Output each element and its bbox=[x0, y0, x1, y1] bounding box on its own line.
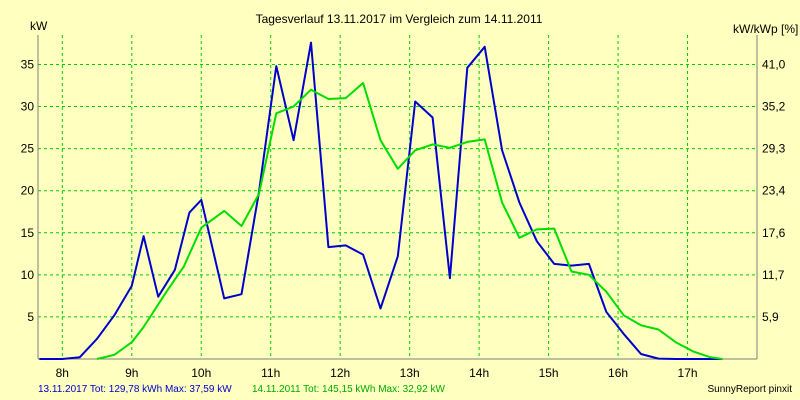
axes bbox=[37, 35, 758, 360]
chart-footer: 13.11.2017 Tot: 129,78 kWh Max: 37,59 kW… bbox=[0, 383, 800, 399]
chart-title: Tagesverlauf 13.11.2017 im Vergleich zum… bbox=[256, 12, 543, 26]
y-tick-label-left: 15 bbox=[21, 226, 35, 240]
y-tick-label-left: 20 bbox=[21, 184, 35, 198]
series-line-1 bbox=[39, 41, 723, 360]
series-lines bbox=[39, 41, 723, 360]
y-tick-label-left: 35 bbox=[21, 57, 35, 71]
x-tick-label: 8h bbox=[56, 366, 69, 380]
y-tick-label-left: 10 bbox=[21, 268, 35, 282]
x-tick-labels: 8h 9h 10h 11h 12h 13h 14h 15h 16h 17h bbox=[56, 366, 698, 380]
series-line-2 bbox=[96, 82, 723, 360]
y-tick-labels-left: 5 10 15 20 25 30 35 bbox=[21, 57, 35, 323]
x-tick-label: 15h bbox=[539, 366, 559, 380]
x-tick-label: 12h bbox=[330, 366, 350, 380]
x-tick-label: 16h bbox=[608, 366, 628, 380]
y-axis-label-left: kW bbox=[30, 19, 48, 33]
y-tick-label-left: 5 bbox=[27, 310, 34, 324]
y-tick-label-right: 5,9 bbox=[762, 310, 779, 324]
line-chart: Tagesverlauf 13.11.2017 im Vergleich zum… bbox=[21, 12, 799, 380]
x-tick-label: 11h bbox=[261, 366, 280, 380]
x-tick-label: 10h bbox=[191, 366, 211, 380]
y-tick-labels-right: 5,9 11,7 17,6 23,4 29,3 35,2 41,0 bbox=[762, 57, 786, 323]
x-tick-label: 17h bbox=[678, 366, 698, 380]
x-tick-label: 14h bbox=[469, 366, 489, 380]
credit-label: SunnyReport pinxit bbox=[707, 384, 793, 395]
y-tick-label-right: 29,3 bbox=[762, 142, 786, 156]
y-tick-label-right: 11,7 bbox=[762, 268, 785, 282]
y-tick-label-left: 25 bbox=[21, 142, 35, 156]
x-tick-label: 13h bbox=[400, 366, 420, 380]
series1-summary: 13.11.2017 Tot: 129,78 kWh Max: 37,59 kW bbox=[38, 384, 232, 395]
y-axis-label-right: kW/kWp [%] bbox=[733, 22, 798, 36]
y-tick-label-right: 35,2 bbox=[762, 100, 786, 114]
y-tick-label-right: 23,4 bbox=[762, 184, 786, 198]
grid bbox=[38, 35, 757, 359]
y-tick-label-left: 30 bbox=[21, 100, 35, 114]
series2-summary: 14.11.2011 Tot: 145,15 kWh Max: 32,92 kW bbox=[252, 384, 445, 395]
y-tick-label-right: 17,6 bbox=[762, 226, 786, 240]
y-tick-label-right: 41,0 bbox=[762, 57, 786, 71]
x-tick-label: 9h bbox=[125, 366, 138, 380]
